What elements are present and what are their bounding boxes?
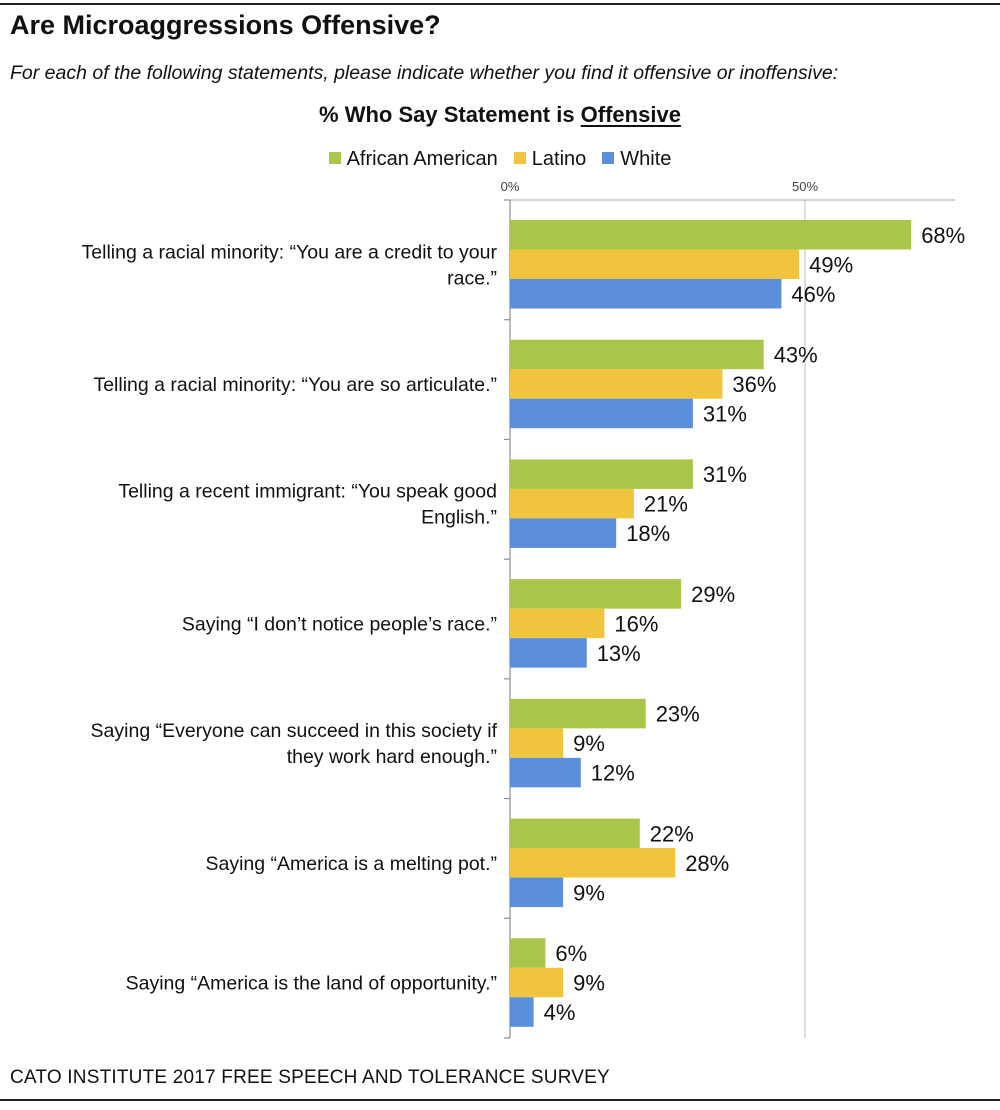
- bar: [510, 757, 581, 788]
- legend-item: African American: [328, 148, 498, 171]
- data-label: 9%: [573, 971, 605, 996]
- data-label: 31%: [703, 462, 747, 487]
- category-label: race.”: [447, 267, 497, 289]
- bar: [510, 488, 634, 519]
- bar: [510, 728, 564, 758]
- bar: [510, 518, 617, 548]
- category-label: Saying “America is the land of opportuni…: [126, 973, 497, 995]
- bar: [510, 608, 605, 639]
- bar: [510, 579, 682, 609]
- data-label: 31%: [703, 401, 747, 426]
- bar: [510, 249, 800, 279]
- legend-label: Latino: [531, 148, 587, 170]
- category-label: Saying “America is a melting pot.”: [205, 853, 497, 875]
- source-note: CATO INSTITUTE 2017 FREE SPEECH AND TOLE…: [10, 1067, 610, 1088]
- chart-title-emphasis: Offensive: [580, 102, 681, 127]
- legend-label: African American: [346, 148, 498, 170]
- category-label: Telling a racial minority: “You are so a…: [93, 374, 497, 396]
- x-tick-label: 0%: [501, 179, 520, 194]
- data-label: 28%: [685, 851, 729, 876]
- category-label: English.”: [421, 507, 497, 529]
- category-label: Telling a racial minority: “You are a cr…: [82, 241, 498, 263]
- category-label: Saying “Everyone can succeed in this soc…: [91, 720, 498, 742]
- data-label: 23%: [656, 702, 700, 727]
- legend-swatch: [602, 152, 615, 164]
- data-label: 43%: [774, 342, 818, 367]
- bar: [510, 967, 564, 998]
- legend-swatch: [328, 152, 341, 164]
- data-label: 18%: [626, 521, 670, 546]
- data-label: 36%: [732, 372, 776, 397]
- data-label: 9%: [573, 731, 605, 756]
- data-label: 49%: [809, 252, 853, 277]
- category-label: Saying “I don’t notice people’s race.”: [182, 613, 497, 635]
- bar-chart: 0% 50% 68% 49% 46% Telling a racial minority:…: [82, 179, 965, 1039]
- bar: [510, 369, 723, 399]
- bar: [510, 459, 693, 489]
- bottom-rule: [0, 1099, 1000, 1101]
- x-tick-label: 50%: [792, 179, 818, 194]
- chart-title-prefix: % Who Say Statement is: [319, 102, 581, 127]
- bar: [510, 279, 782, 309]
- data-label: 12%: [591, 761, 635, 786]
- legend-item: Latino: [513, 148, 587, 171]
- bar: [510, 997, 534, 1027]
- bar: [510, 877, 564, 908]
- data-label: 29%: [691, 582, 735, 607]
- bar: [510, 339, 764, 370]
- data-label: 46%: [791, 282, 835, 307]
- chart-title: % Who Say Statement is Offensive: [0, 102, 1000, 128]
- bar: [510, 938, 546, 968]
- page-title: Are Microaggressions Offensive?: [10, 10, 441, 40]
- data-label: 6%: [555, 941, 587, 966]
- data-label: 16%: [614, 611, 658, 636]
- data-label: 21%: [644, 492, 688, 517]
- bar: [510, 818, 640, 849]
- legend-item: White: [602, 148, 671, 171]
- data-label: 68%: [921, 223, 965, 248]
- bar: [510, 398, 693, 429]
- category-label: they work hard enough.”: [287, 746, 497, 768]
- bar: [510, 698, 646, 729]
- data-label: 4%: [544, 1000, 576, 1025]
- data-label: 22%: [650, 821, 694, 846]
- bar: [510, 638, 587, 668]
- legend-label: White: [620, 148, 672, 170]
- data-label: 13%: [597, 641, 641, 666]
- page-subtitle: For each of the following statements, pl…: [10, 62, 839, 84]
- bar: [510, 848, 676, 878]
- top-rule: [0, 3, 1000, 5]
- category-label: Telling a recent immigrant: “You speak g…: [118, 481, 497, 503]
- data-label: 9%: [573, 880, 605, 905]
- bar: [510, 220, 912, 250]
- chart-legend: African American Latino White: [0, 148, 1000, 171]
- legend-swatch: [513, 152, 526, 164]
